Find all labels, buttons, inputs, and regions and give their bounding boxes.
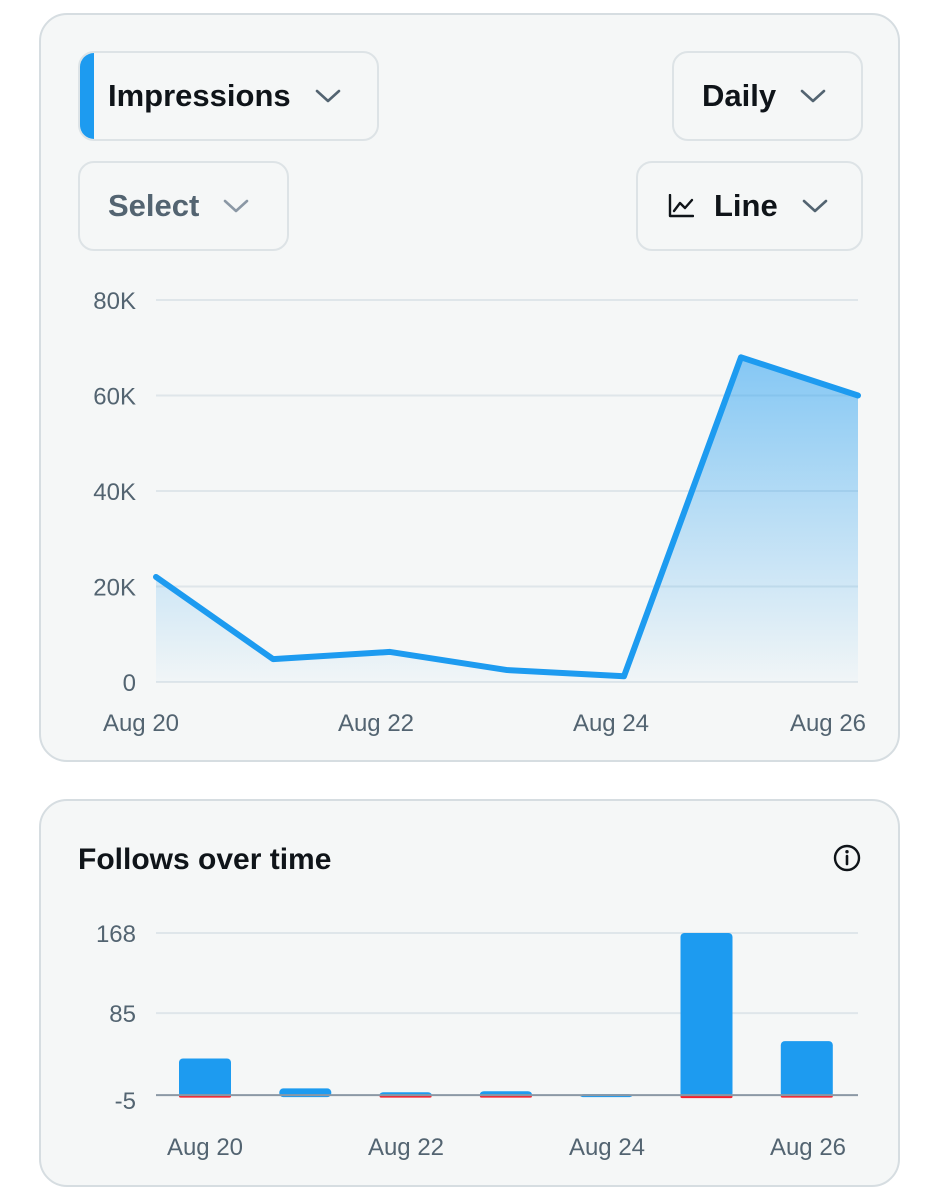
chevron-down-icon: [802, 199, 828, 213]
metric-dropdown-label: Impressions: [108, 78, 291, 113]
line-chart-icon: [668, 194, 694, 218]
x-axis-tick-label: Aug 20: [103, 710, 179, 737]
follows-gain-bar: [179, 1058, 231, 1098]
data-point: [506, 669, 508, 671]
info-icon[interactable]: [832, 843, 862, 873]
period-dropdown-label: Daily: [702, 78, 777, 113]
data-point: [857, 395, 859, 396]
x-axis-tick-label: Aug 26: [790, 710, 866, 737]
data-point: [272, 658, 274, 660]
chevron-down-icon: [315, 89, 340, 103]
follows-card: Follows over time -5 85 168 Aug 20 Aug 22 Aug…: [39, 799, 900, 1187]
chevron-down-icon: [224, 199, 249, 213]
follows-gain-bar: [680, 933, 733, 1098]
follows-gain-bar: [780, 1041, 833, 1098]
impressions-card: Impressions Daily Select Line: [39, 13, 900, 762]
y-axis-tick-label: 60K: [93, 384, 136, 411]
x-axis-tick-label: Aug 22: [368, 1134, 444, 1161]
data-point: [740, 356, 742, 358]
metric-dropdown[interactable]: Impressions: [78, 51, 379, 141]
data-point: [389, 651, 391, 653]
y-axis-tick-label: 80K: [93, 288, 136, 315]
data-point: [155, 576, 157, 578]
data-point: [623, 675, 625, 677]
impressions-line-chart: 0 20K 40K 60K 80K Aug 20 Aug 22 Aug 24 Aug 26: [93, 288, 866, 737]
impressions-area-fill: [156, 357, 858, 682]
compare-metric-dropdown[interactable]: Select: [78, 161, 289, 251]
y-axis-tick-label: 168: [96, 921, 136, 948]
y-axis-tick-label: 0: [123, 670, 136, 697]
x-axis-tick-label: Aug 24: [573, 710, 649, 737]
follows-chart-title: Follows over time: [78, 843, 332, 876]
chevron-down-icon: [800, 89, 826, 103]
chart-type-dropdown-label: Line: [714, 188, 778, 223]
follows-bar-chart: -5 85 168 Aug 20 Aug 22 Aug 24 Aug 26: [96, 921, 858, 1161]
x-axis-tick-label: Aug 22: [338, 710, 414, 737]
y-axis-tick-label: 85: [109, 1001, 136, 1028]
x-axis-tick-label: Aug 20: [167, 1134, 243, 1161]
compare-dropdown-label: Select: [108, 188, 200, 223]
chart-type-dropdown[interactable]: Line: [636, 161, 863, 251]
y-axis-tick-label: 20K: [93, 575, 136, 602]
y-axis-tick-label: 40K: [93, 479, 136, 506]
metric-color-indicator: [80, 53, 94, 139]
x-axis-tick-label: Aug 24: [569, 1134, 645, 1161]
period-dropdown[interactable]: Daily: [672, 51, 863, 141]
y-axis-tick-label: -5: [115, 1088, 136, 1115]
x-axis-tick-label: Aug 26: [770, 1134, 846, 1161]
